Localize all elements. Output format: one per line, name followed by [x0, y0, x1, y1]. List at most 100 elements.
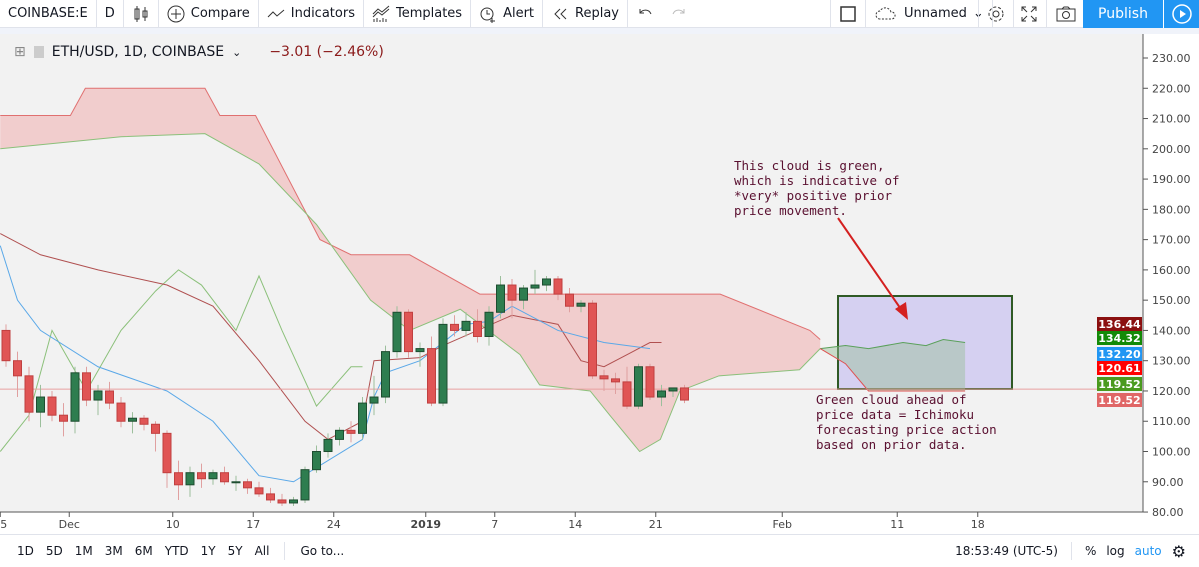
goto-button[interactable]: Go to... [300, 544, 345, 558]
candle-down [599, 375, 609, 380]
expand-legend-icon[interactable]: ⊞ [14, 44, 26, 60]
range-1m[interactable]: 1M [74, 544, 93, 558]
candle-up [634, 366, 643, 407]
x-tick-label: 24 [327, 518, 341, 531]
range-3m[interactable]: 3M [104, 544, 123, 558]
undo-button[interactable] [628, 0, 662, 28]
camera-icon [1056, 6, 1076, 21]
fullscreen-layout-button[interactable] [830, 0, 866, 28]
compare-button[interactable]: Compare [159, 0, 259, 28]
candle-down [254, 487, 264, 495]
range-5y[interactable]: 5Y [227, 544, 243, 558]
candle-down [47, 396, 57, 416]
auto-toggle[interactable]: auto [1134, 544, 1162, 558]
range-1d[interactable]: 1D [17, 544, 34, 558]
indicators-icon [267, 9, 285, 17]
candle-down [59, 414, 68, 422]
range-5d[interactable]: 5D [45, 544, 63, 558]
percent-toggle[interactable]: % [1084, 544, 1097, 558]
x-tick-label: 2019 [410, 518, 441, 531]
layout-name-button[interactable]: Unnamed ⌄ [866, 0, 993, 28]
rewind-icon [554, 8, 567, 19]
price-label: 120.61 [1097, 361, 1142, 375]
interval-button[interactable]: D [97, 0, 124, 28]
candle-down [139, 417, 149, 425]
x-tick-label: 7 [491, 518, 498, 531]
redo-button[interactable] [662, 0, 696, 28]
templates-button[interactable]: Templates [364, 0, 472, 28]
candle-down [427, 348, 436, 404]
y-tick-label: 130.00 [1152, 355, 1191, 368]
y-tick-label: 220.00 [1152, 82, 1191, 95]
y-tick-label: 140.00 [1152, 324, 1191, 337]
price-label: 136.44 [1097, 317, 1142, 331]
y-tick-label: 120.00 [1152, 385, 1191, 398]
candle-up [668, 387, 678, 392]
y-tick-label: 100.00 [1152, 446, 1191, 459]
price-axis [1143, 34, 1199, 512]
series-title[interactable]: ETH/USD, 1D, COINBASE [51, 44, 225, 60]
gear-icon[interactable]: ⚙ [1171, 541, 1186, 561]
alert-label: Alert [503, 6, 535, 21]
candle-down [243, 481, 252, 489]
y-tick-label: 170.00 [1152, 234, 1191, 247]
cloud-icon [875, 6, 896, 19]
y-tick-label: 150.00 [1152, 294, 1191, 307]
series-color-swatch [33, 46, 44, 58]
candle-down [622, 381, 632, 407]
y-tick-label: 160.00 [1152, 264, 1191, 277]
publish-label: Publish [1098, 6, 1148, 22]
annotation-top[interactable]: This cloud is green, which is indicative… [734, 158, 900, 218]
alert-button[interactable]: Alert [471, 0, 544, 28]
candle-up [208, 472, 218, 480]
range-6m[interactable]: 6M [134, 544, 153, 558]
replay-button[interactable]: Replay [543, 0, 629, 28]
play-icon [1171, 4, 1192, 24]
clock: 18:53:49 (UTC-5) [955, 544, 1058, 558]
series-legend: ⊞ ETH/USD, 1D, COINBASE ⌄ −3.01 (−2.46%) [14, 44, 384, 60]
fullscreen-button[interactable] [1012, 0, 1047, 28]
publish-button[interactable]: Publish [1083, 0, 1163, 28]
chevron-down-icon[interactable]: ⌄ [232, 45, 242, 59]
candle-up [438, 323, 448, 404]
senkou-span-b [0, 87, 821, 340]
candle-up [415, 348, 425, 353]
log-toggle[interactable]: log [1106, 544, 1125, 558]
candle-down [611, 378, 620, 383]
candle-up [128, 417, 137, 422]
y-tick-label: 80.00 [1152, 506, 1184, 519]
kijun-sen [0, 233, 662, 440]
candle-down [346, 429, 356, 434]
range-ytd[interactable]: YTD [164, 544, 189, 558]
candle-down [1, 329, 11, 362]
candle-down [565, 293, 574, 307]
snapshot-button[interactable] [1048, 0, 1085, 28]
candle-down [507, 284, 517, 301]
chikou-span [0, 269, 363, 452]
price-label: 134.32 [1097, 331, 1142, 345]
ichimoku-cloud-green [820, 339, 966, 391]
square-icon [840, 5, 856, 22]
price-label: 119.52 [1097, 393, 1142, 407]
play-button[interactable] [1163, 0, 1199, 28]
chart-canvas[interactable]: 230.00 220.00 210.00 200.00 190.00 180.00 170.… [0, 34, 1199, 534]
candle-up [300, 469, 310, 501]
bottom-toolbar: 1D 5D 1M 3M 6M YTD 1Y 5Y All Go to... 18:53:49 (… [0, 534, 1199, 567]
candle-up [335, 429, 344, 440]
x-tick-label: Feb [773, 518, 792, 531]
settings-button[interactable] [978, 0, 1014, 28]
indicators-button[interactable]: Indicators [259, 0, 364, 28]
candle-up [461, 320, 471, 331]
candle-down [404, 311, 413, 353]
range-all[interactable]: All [254, 544, 270, 558]
chart-style-button[interactable] [124, 0, 159, 28]
chart-area[interactable]: 230.00 220.00 210.00 200.00 190.00 180.00 170.… [0, 28, 1199, 534]
candle-down [277, 499, 287, 504]
annotation-bottom[interactable]: Green cloud ahead of price data = Ichimo… [816, 392, 997, 452]
interval-label: D [104, 6, 115, 21]
symbol-search-button[interactable]: COINBASE:E [0, 0, 97, 28]
range-1y[interactable]: 1Y [200, 544, 216, 558]
y-tick-label: 90.00 [1152, 476, 1184, 489]
candle-down [266, 493, 275, 501]
annotation-arrow [837, 217, 906, 316]
